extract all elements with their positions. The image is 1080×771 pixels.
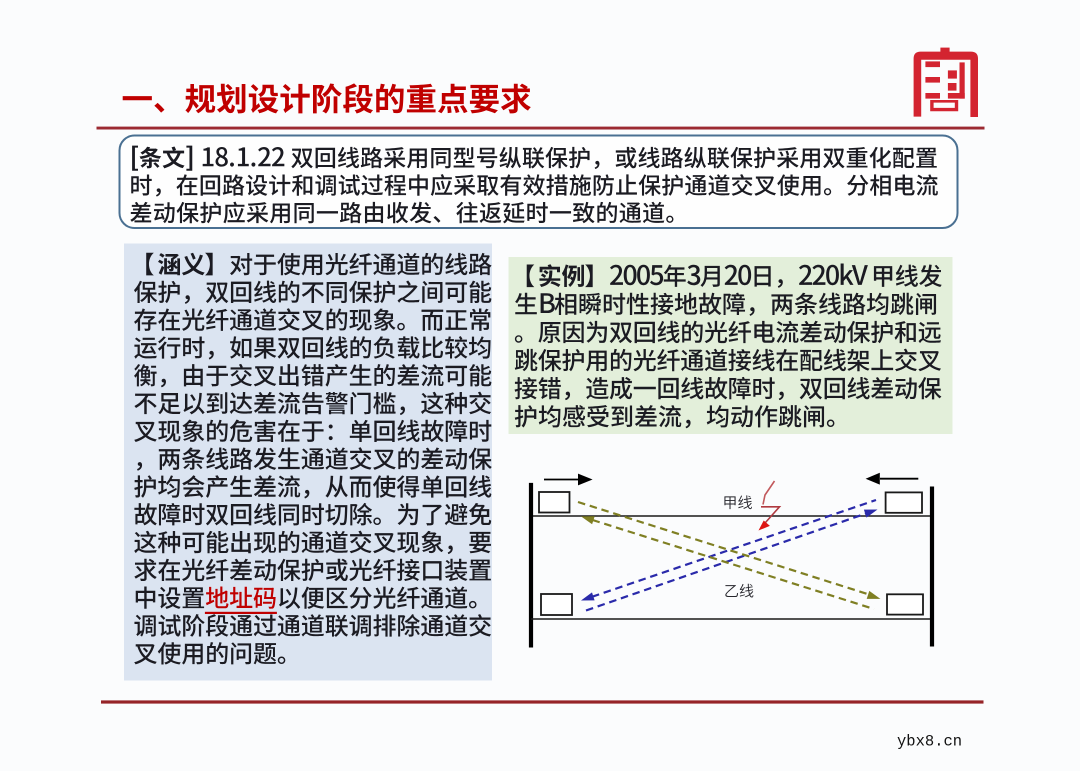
svg-text:ybx8.cn: ybx8.cn [897,733,962,751]
